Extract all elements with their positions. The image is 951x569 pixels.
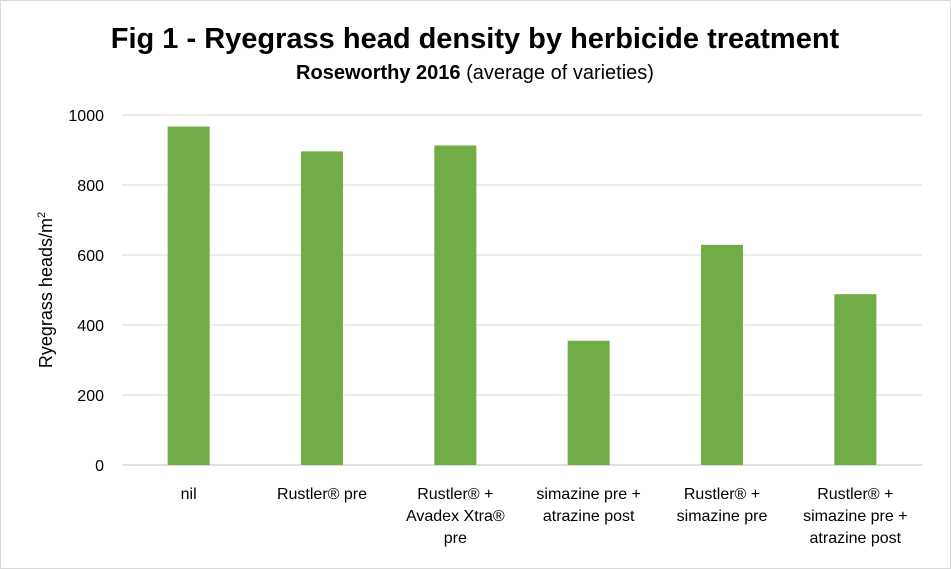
chart-subtitle-rest: (average of varieties) — [461, 62, 654, 84]
y-axis-label-superscript: 2 — [36, 212, 48, 218]
chart-title: Fig 1 - Ryegrass head density by herbici… — [111, 23, 840, 55]
y-tick-label: 400 — [77, 318, 104, 335]
bars — [167, 126, 877, 466]
bar — [301, 151, 343, 465]
x-category-label: Rustler® + Avadex Xtra® pre — [406, 486, 505, 547]
y-tick-label: 600 — [77, 248, 104, 265]
x-category-label: nil — [181, 486, 197, 503]
y-axis-label-text: Ryegrass heads/m — [36, 218, 56, 368]
x-category-label: Rustler® + simazine pre + atrazine post — [803, 486, 908, 547]
bar — [167, 126, 210, 466]
bar — [567, 340, 610, 465]
bar — [701, 244, 743, 465]
y-tick-label: 800 — [77, 178, 104, 195]
chart-subtitle: Roseworthy 2016 (average of varieties) — [296, 62, 654, 84]
x-category-label: Rustler® + simazine pre — [677, 486, 768, 525]
bar — [834, 294, 877, 465]
y-tick-label: 200 — [77, 388, 104, 405]
chart-subtitle-bold: Roseworthy 2016 — [296, 62, 461, 84]
bar — [434, 145, 477, 465]
x-category-label: simazine pre + atrazine post — [536, 486, 641, 525]
x-category-label: Rustler® pre — [277, 486, 367, 503]
gridlines — [122, 114, 922, 466]
y-tick-label: 0 — [95, 458, 104, 475]
y-tick-label: 1000 — [68, 108, 104, 125]
y-axis-label: Ryegrass heads/m2 — [36, 212, 56, 368]
x-category-labels: nil Rustler® pre Rustler® + Avadex Xtra® pre… — [181, 486, 908, 547]
y-tick-labels: 0 200 400 600 800 1000 — [68, 108, 104, 475]
